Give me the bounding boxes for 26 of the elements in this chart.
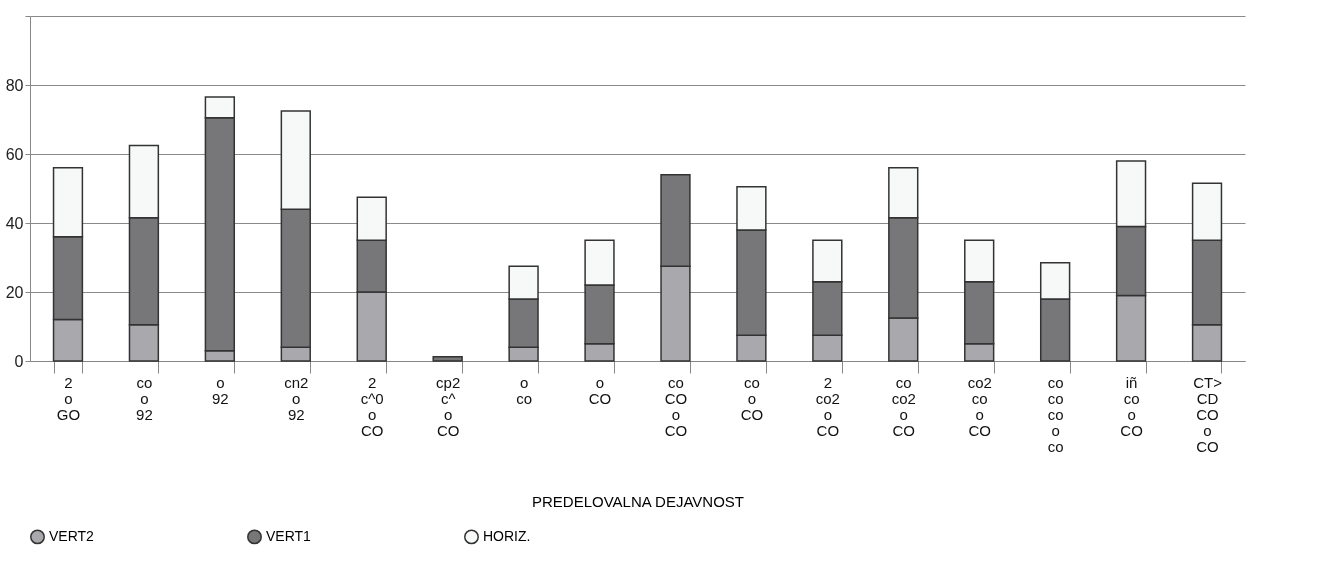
x-tick-label: o CO [588,373,612,407]
x-axis-title: PREDELOVALNA DEJAVNOST [531,492,745,510]
bar [432,356,463,362]
x-tick-label: co o 92 [136,373,153,423]
x-tick-label: co co2 o CO [891,373,916,439]
legend-label: VERT1 [266,527,312,544]
x-tick-label: cp2 c^ o CO [436,373,461,439]
x-tick-label: co o CO [740,373,764,423]
x-tick-label: cn2 o 92 [284,373,309,423]
x-tick-label: o co [516,373,533,407]
y-tick-label: 60 [5,145,24,163]
x-tick-label: co CO o CO [664,373,688,439]
x-tick-label: co2 co o CO [967,373,992,439]
y-tick-label: 0 [14,352,24,370]
y-tick-label: 40 [5,214,24,232]
x-tick-label: co co co o co [1047,373,1064,455]
y-tick-label: 80 [5,76,24,94]
x-tick-label: CT> CD CO o CO [1193,373,1223,455]
legend-label: HORIZ. [483,527,531,544]
x-tick-label: 2 c^0 o CO [360,373,384,439]
x-tick-label: iñ co o CO [1120,373,1143,439]
x-tick-label: o 92 [212,373,229,407]
x-tick-label: 2 o GO [56,373,81,423]
y-tick-label: 20 [5,283,24,301]
x-tick-label: 2 co2 o CO [815,373,840,439]
legend-label: VERT2 [49,527,95,544]
